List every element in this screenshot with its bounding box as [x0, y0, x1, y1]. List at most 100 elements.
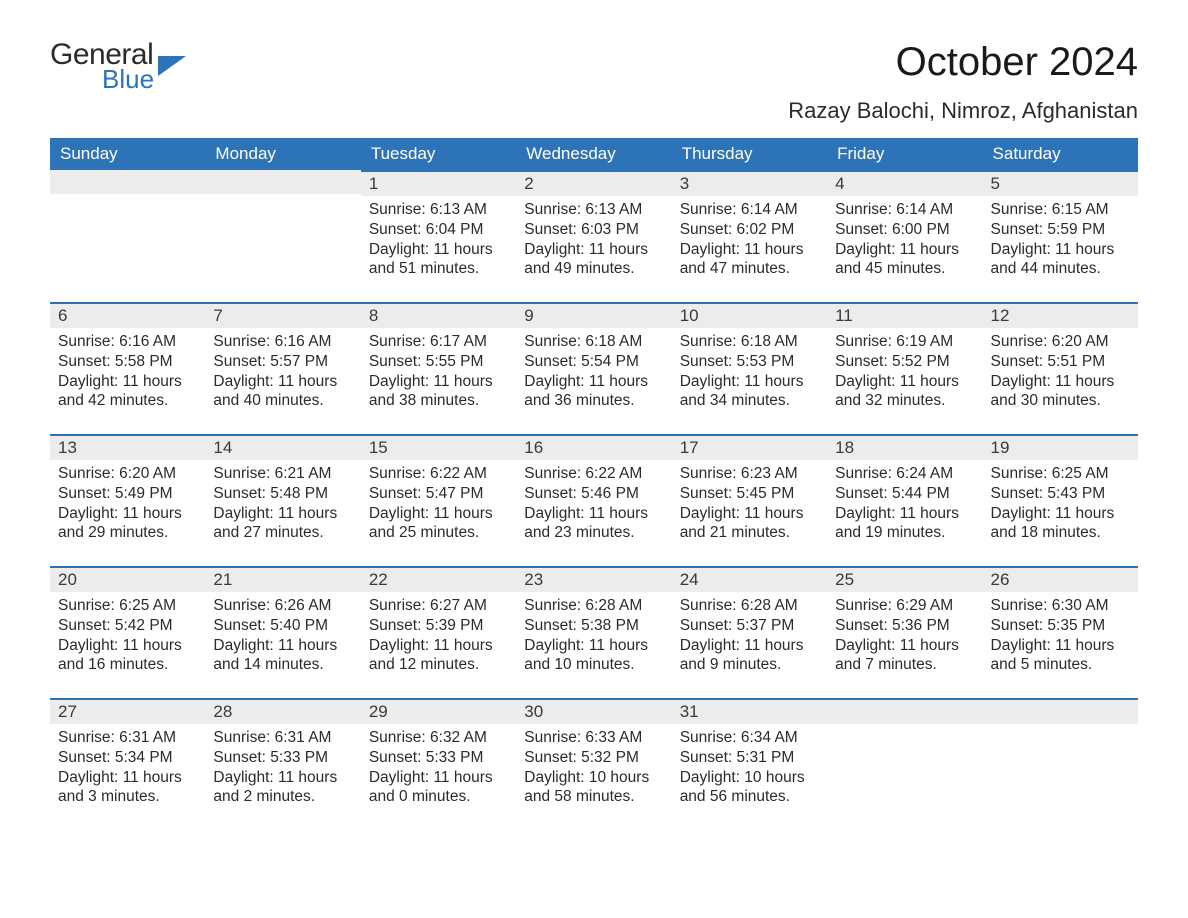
daylight-text-1: Daylight: 11 hours — [58, 636, 197, 656]
sunrise-text: Sunrise: 6:25 AM — [991, 464, 1130, 484]
daylight-text-1: Daylight: 11 hours — [680, 504, 819, 524]
calendar-week: 1Sunrise: 6:13 AMSunset: 6:04 PMDaylight… — [50, 170, 1138, 302]
day-number: 29 — [361, 698, 516, 724]
sunrise-text: Sunrise: 6:24 AM — [835, 464, 974, 484]
calendar-cell: 2Sunrise: 6:13 AMSunset: 6:03 PMDaylight… — [516, 170, 671, 302]
daylight-text-1: Daylight: 11 hours — [991, 372, 1130, 392]
sunrise-text: Sunrise: 6:17 AM — [369, 332, 508, 352]
day-body: Sunrise: 6:20 AMSunset: 5:49 PMDaylight:… — [50, 460, 205, 551]
day-number: 30 — [516, 698, 671, 724]
day-number: 12 — [983, 302, 1138, 328]
calendar-cell: 16Sunrise: 6:22 AMSunset: 5:46 PMDayligh… — [516, 434, 671, 566]
sunset-text: Sunset: 6:00 PM — [835, 220, 974, 240]
calendar-cell: 26Sunrise: 6:30 AMSunset: 5:35 PMDayligh… — [983, 566, 1138, 698]
daylight-text-2: and 27 minutes. — [213, 523, 352, 543]
day-header: Sunday — [50, 138, 205, 170]
calendar-cell: 31Sunrise: 6:34 AMSunset: 5:31 PMDayligh… — [672, 698, 827, 830]
sunrise-text: Sunrise: 6:25 AM — [58, 596, 197, 616]
sunrise-text: Sunrise: 6:30 AM — [991, 596, 1130, 616]
day-number: 26 — [983, 566, 1138, 592]
daylight-text-2: and 7 minutes. — [835, 655, 974, 675]
daylight-text-2: and 21 minutes. — [680, 523, 819, 543]
sunset-text: Sunset: 6:04 PM — [369, 220, 508, 240]
day-body: Sunrise: 6:26 AMSunset: 5:40 PMDaylight:… — [205, 592, 360, 683]
daylight-text-1: Daylight: 11 hours — [369, 768, 508, 788]
calendar-week: 13Sunrise: 6:20 AMSunset: 5:49 PMDayligh… — [50, 434, 1138, 566]
daylight-text-1: Daylight: 11 hours — [835, 636, 974, 656]
day-number: 16 — [516, 434, 671, 460]
calendar-cell: 27Sunrise: 6:31 AMSunset: 5:34 PMDayligh… — [50, 698, 205, 830]
daylight-text-1: Daylight: 11 hours — [369, 636, 508, 656]
daylight-text-1: Daylight: 11 hours — [680, 240, 819, 260]
logo-triangle-icon — [158, 56, 186, 76]
sunrise-text: Sunrise: 6:23 AM — [680, 464, 819, 484]
sunrise-text: Sunrise: 6:32 AM — [369, 728, 508, 748]
sunrise-text: Sunrise: 6:19 AM — [835, 332, 974, 352]
day-number-empty — [205, 170, 360, 194]
calendar-week: 27Sunrise: 6:31 AMSunset: 5:34 PMDayligh… — [50, 698, 1138, 830]
calendar-cell: 15Sunrise: 6:22 AMSunset: 5:47 PMDayligh… — [361, 434, 516, 566]
day-body: Sunrise: 6:27 AMSunset: 5:39 PMDaylight:… — [361, 592, 516, 683]
calendar-cell — [50, 170, 205, 302]
daylight-text-1: Daylight: 10 hours — [524, 768, 663, 788]
day-body: Sunrise: 6:28 AMSunset: 5:37 PMDaylight:… — [672, 592, 827, 683]
calendar-cell: 8Sunrise: 6:17 AMSunset: 5:55 PMDaylight… — [361, 302, 516, 434]
calendar-cell: 6Sunrise: 6:16 AMSunset: 5:58 PMDaylight… — [50, 302, 205, 434]
calendar-week: 6Sunrise: 6:16 AMSunset: 5:58 PMDaylight… — [50, 302, 1138, 434]
calendar-cell: 3Sunrise: 6:14 AMSunset: 6:02 PMDaylight… — [672, 170, 827, 302]
daylight-text-1: Daylight: 11 hours — [213, 504, 352, 524]
calendar-cell: 11Sunrise: 6:19 AMSunset: 5:52 PMDayligh… — [827, 302, 982, 434]
day-body: Sunrise: 6:28 AMSunset: 5:38 PMDaylight:… — [516, 592, 671, 683]
sunrise-text: Sunrise: 6:29 AM — [835, 596, 974, 616]
day-number: 24 — [672, 566, 827, 592]
day-body: Sunrise: 6:15 AMSunset: 5:59 PMDaylight:… — [983, 196, 1138, 287]
daylight-text-2: and 40 minutes. — [213, 391, 352, 411]
calendar-cell: 24Sunrise: 6:28 AMSunset: 5:37 PMDayligh… — [672, 566, 827, 698]
sunset-text: Sunset: 5:34 PM — [58, 748, 197, 768]
day-number: 20 — [50, 566, 205, 592]
daylight-text-1: Daylight: 11 hours — [524, 240, 663, 260]
day-body: Sunrise: 6:23 AMSunset: 5:45 PMDaylight:… — [672, 460, 827, 551]
day-body: Sunrise: 6:29 AMSunset: 5:36 PMDaylight:… — [827, 592, 982, 683]
sunset-text: Sunset: 5:54 PM — [524, 352, 663, 372]
day-body: Sunrise: 6:17 AMSunset: 5:55 PMDaylight:… — [361, 328, 516, 419]
day-number: 18 — [827, 434, 982, 460]
sunrise-text: Sunrise: 6:18 AM — [524, 332, 663, 352]
day-number: 3 — [672, 170, 827, 196]
day-body: Sunrise: 6:14 AMSunset: 6:02 PMDaylight:… — [672, 196, 827, 287]
day-body: Sunrise: 6:24 AMSunset: 5:44 PMDaylight:… — [827, 460, 982, 551]
day-number: 23 — [516, 566, 671, 592]
day-number: 17 — [672, 434, 827, 460]
day-number: 22 — [361, 566, 516, 592]
day-number: 21 — [205, 566, 360, 592]
day-body: Sunrise: 6:22 AMSunset: 5:47 PMDaylight:… — [361, 460, 516, 551]
sunset-text: Sunset: 5:44 PM — [835, 484, 974, 504]
sunset-text: Sunset: 5:33 PM — [369, 748, 508, 768]
daylight-text-2: and 25 minutes. — [369, 523, 508, 543]
day-header: Thursday — [672, 138, 827, 170]
calendar-cell — [827, 698, 982, 830]
sunrise-text: Sunrise: 6:22 AM — [524, 464, 663, 484]
daylight-text-2: and 10 minutes. — [524, 655, 663, 675]
daylight-text-2: and 2 minutes. — [213, 787, 352, 807]
daylight-text-2: and 30 minutes. — [991, 391, 1130, 411]
daylight-text-2: and 19 minutes. — [835, 523, 974, 543]
daylight-text-1: Daylight: 11 hours — [213, 768, 352, 788]
sunset-text: Sunset: 6:02 PM — [680, 220, 819, 240]
calendar-cell: 7Sunrise: 6:16 AMSunset: 5:57 PMDaylight… — [205, 302, 360, 434]
day-number — [827, 698, 982, 724]
sunset-text: Sunset: 5:57 PM — [213, 352, 352, 372]
calendar-cell: 13Sunrise: 6:20 AMSunset: 5:49 PMDayligh… — [50, 434, 205, 566]
day-number: 9 — [516, 302, 671, 328]
day-body: Sunrise: 6:18 AMSunset: 5:54 PMDaylight:… — [516, 328, 671, 419]
daylight-text-1: Daylight: 11 hours — [835, 240, 974, 260]
daylight-text-2: and 9 minutes. — [680, 655, 819, 675]
daylight-text-2: and 34 minutes. — [680, 391, 819, 411]
daylight-text-1: Daylight: 11 hours — [524, 504, 663, 524]
daylight-text-2: and 51 minutes. — [369, 259, 508, 279]
day-number: 8 — [361, 302, 516, 328]
sunset-text: Sunset: 5:55 PM — [369, 352, 508, 372]
daylight-text-1: Daylight: 11 hours — [369, 504, 508, 524]
daylight-text-1: Daylight: 11 hours — [524, 372, 663, 392]
day-body: Sunrise: 6:20 AMSunset: 5:51 PMDaylight:… — [983, 328, 1138, 419]
